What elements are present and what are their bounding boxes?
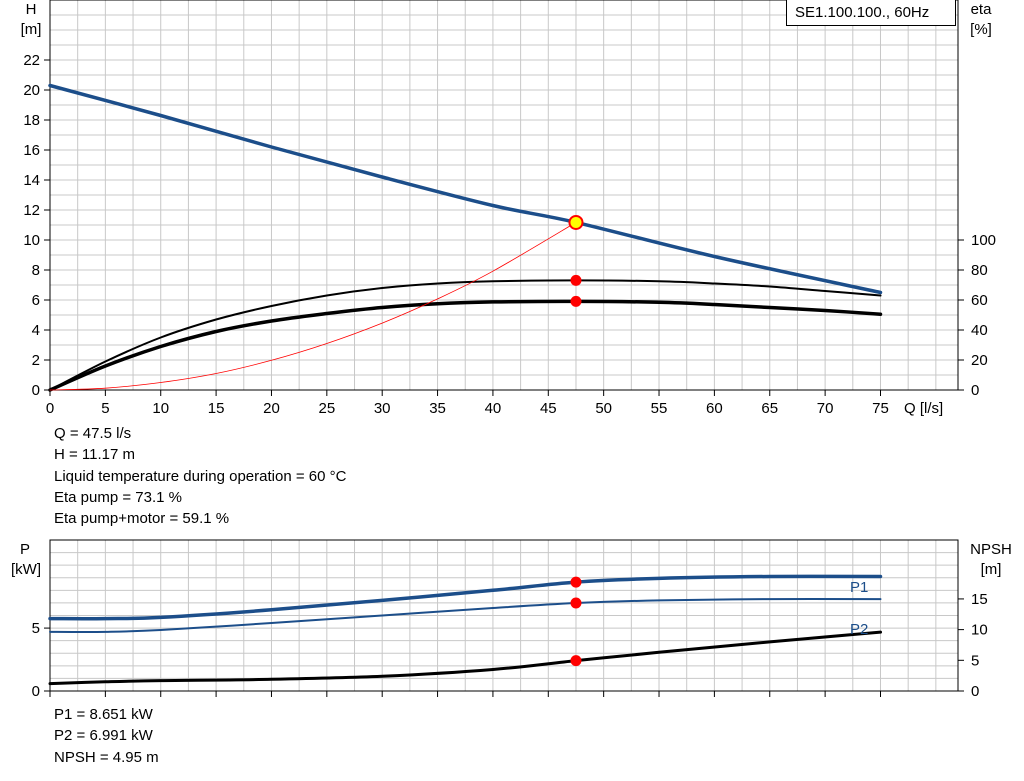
bottom-right-axis-unit: [m] xyxy=(980,561,1002,578)
top-left-axis-unit: [m] xyxy=(20,21,42,38)
top-left-tick-label: 22 xyxy=(23,52,40,69)
bottom-series-npsh xyxy=(48,630,882,686)
top-x-tick-label: 55 xyxy=(651,400,668,417)
top-right-tick-label: 100 xyxy=(971,232,996,249)
bottom-left-axis-unit: [kW] xyxy=(11,561,41,578)
top-left-tick-label: 18 xyxy=(23,112,40,129)
top-left-tick-label: 20 xyxy=(23,82,40,99)
bottom-info-block: P1 = 8.651 kW P2 = 6.991 kW NPSH = 4.95 … xyxy=(54,704,159,768)
top-series-2 xyxy=(48,299,883,392)
top-left-tick-label: 0 xyxy=(32,382,40,399)
p1-point xyxy=(570,576,582,588)
top-x-tick-label: 60 xyxy=(706,400,723,417)
bottom-series-p1 xyxy=(48,574,883,621)
info-h: H = 11.17 m xyxy=(54,446,136,464)
top-x-tick-label: 35 xyxy=(429,400,446,417)
top-right-tick-label: 60 xyxy=(971,292,988,309)
duty-point xyxy=(568,214,584,230)
top-right-axis-var: eta xyxy=(970,1,992,18)
eta-total-point xyxy=(570,295,582,307)
top-chart-axes: 0 2 4 6 8 10 12 14 16 18 20 22 0 20 40 60 80 100 0 5 10 15 20 2… xyxy=(23,0,996,417)
top-x-tick-label: 45 xyxy=(540,400,557,417)
top-left-tick-label: 10 xyxy=(23,232,40,249)
top-x-tick-label: 20 xyxy=(263,400,280,417)
top-right-tick-label: 40 xyxy=(971,322,988,339)
top-x-tick-label: 30 xyxy=(374,400,391,417)
top-x-tick-label: 0 xyxy=(46,400,54,417)
top-left-tick-label: 12 xyxy=(23,202,40,219)
bottom-chart-axes: 0 5 0 5 10 15 xyxy=(32,539,988,700)
top-right-axis-unit: [%] xyxy=(970,21,992,38)
x-axis-label: Q [l/s] xyxy=(904,400,944,417)
top-x-tick-label: 25 xyxy=(318,400,335,417)
info-eta-pump: Eta pump = 73.1 % xyxy=(54,488,182,506)
top-right-tick-label: 20 xyxy=(971,352,988,369)
bottom-right-tick-label: 0 xyxy=(971,683,979,700)
top-plot-frame xyxy=(49,0,959,391)
bottom-right-tick-label: 5 xyxy=(971,652,979,669)
top-x-tick-label: 15 xyxy=(208,400,225,417)
top-right-tick-label: 0 xyxy=(971,382,979,399)
top-series-0 xyxy=(48,83,883,295)
top-x-tick-label: 10 xyxy=(152,400,169,417)
top-left-tick-label: 2 xyxy=(32,352,40,369)
top-x-tick-label: 70 xyxy=(817,400,834,417)
npsh-point xyxy=(570,655,582,667)
top-left-tick-label: 8 xyxy=(32,262,40,279)
top-left-axis-var: H xyxy=(25,1,37,18)
info-p2: P2 = 6.991 kW xyxy=(54,727,153,745)
top-x-tick-label: 50 xyxy=(595,400,612,417)
top-x-tick-label: 5 xyxy=(101,400,109,417)
top-chart-grid xyxy=(50,0,958,390)
top-left-tick-label: 6 xyxy=(32,292,40,309)
top-chart-marks xyxy=(48,83,883,392)
eta-pump-point xyxy=(570,274,582,286)
top-left-tick-label: 16 xyxy=(23,142,40,159)
top-left-tick-label: 14 xyxy=(23,172,40,189)
bottom-left-axis-var: P xyxy=(19,541,30,558)
chart-legend: SE1.100.100., 60Hz xyxy=(786,0,956,26)
bottom-chart-marks xyxy=(48,574,883,686)
top-info-block: Q = 47.5 l/s H = 11.17 m Liquid temperat… xyxy=(54,423,346,529)
top-left-tick-label: 4 xyxy=(32,322,40,339)
top-x-tick-label: 40 xyxy=(485,400,502,417)
info-p1: P1 = 8.651 kW xyxy=(54,706,153,723)
bottom-right-tick-label: 10 xyxy=(971,622,988,639)
info-npsh: NPSH = 4.95 m xyxy=(54,748,159,766)
bottom-right-tick-label: 15 xyxy=(971,591,988,608)
info-q: Q = 47.5 l/s xyxy=(54,425,132,442)
info-eta-total: Eta pump+motor = 59.1 % xyxy=(54,510,230,528)
bottom-left-tick-label: 0 xyxy=(32,683,40,700)
bottom-plot-frame xyxy=(49,539,959,692)
top-x-tick-label: 65 xyxy=(761,400,778,417)
bottom-right-axis-var: NPSH xyxy=(970,541,1012,558)
series-label-p2: P2 xyxy=(850,621,869,638)
top-series-3 xyxy=(49,222,577,391)
top-series-1 xyxy=(49,279,882,391)
top-x-tick-label: 75 xyxy=(872,400,889,417)
info-temperature: Liquid temperature during operation = 60… xyxy=(54,467,347,485)
top-right-tick-label: 80 xyxy=(971,262,988,279)
bottom-series-p2 xyxy=(49,598,882,634)
p2-point xyxy=(570,597,582,609)
bottom-left-tick-label: 5 xyxy=(32,620,40,637)
series-label-p1: P1 xyxy=(850,579,869,596)
